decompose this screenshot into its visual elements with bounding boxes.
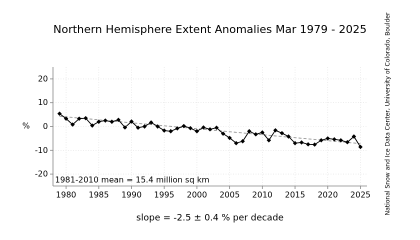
data-point: [305, 142, 311, 147]
x-tick-label: 1990: [121, 191, 141, 200]
data-point: [273, 128, 278, 133]
data-point: [345, 140, 350, 145]
data-point: [292, 140, 298, 146]
data-point: [57, 111, 62, 116]
data-point: [358, 144, 363, 150]
data-point: [181, 123, 187, 129]
data-point: [83, 115, 88, 121]
data-point: [286, 134, 291, 139]
y-tick-label: 10: [38, 98, 48, 107]
data-point: [70, 122, 75, 127]
data-point: [266, 138, 272, 143]
annotation: 1981-2010 mean = 15.4 million sq km: [55, 176, 210, 185]
data-point: [332, 137, 337, 142]
data-point: [122, 125, 128, 130]
x-tick-label: 1995: [154, 191, 174, 200]
data-point: [194, 129, 200, 134]
data-point: [142, 124, 147, 129]
source-text: National Snow and Ice Data Center, Unive…: [385, 12, 392, 215]
data-point: [116, 117, 121, 123]
data-point: [312, 142, 317, 147]
data-point: [247, 129, 252, 134]
data-point: [135, 125, 141, 130]
x-tick-label: 2020: [318, 191, 338, 200]
data-point: [175, 126, 180, 131]
data-point: [233, 140, 239, 146]
data-point: [63, 116, 69, 121]
data-point: [338, 138, 344, 143]
data-point: [148, 120, 154, 125]
data-point: [227, 135, 232, 141]
x-tick-label: 2000: [187, 191, 207, 200]
data-point: [279, 130, 285, 136]
data-point: [351, 134, 357, 139]
data-point: [319, 138, 324, 143]
data-point: [76, 116, 82, 121]
y-tick-label: -20: [35, 170, 48, 179]
x-tick-label: 2005: [219, 191, 239, 200]
chart-title: Northern Hemisphere Extent Anomalies Mar…: [53, 23, 366, 36]
data-point: [96, 119, 101, 124]
data-point: [201, 125, 206, 130]
data-point: [240, 139, 245, 144]
data-point: [220, 131, 226, 136]
footer-text: slope = -2.5 ± 0.4 % per decade: [136, 214, 284, 224]
y-tick-label: 0: [43, 122, 48, 131]
x-tick-label: 1980: [56, 191, 76, 200]
data-point: [103, 118, 108, 123]
data-point: [214, 125, 219, 130]
data-point: [207, 127, 213, 132]
data-point: [188, 125, 193, 131]
data-point: [168, 129, 173, 134]
x-tick-label: 1985: [89, 191, 109, 200]
data-point: [90, 123, 95, 128]
data-point: [260, 130, 265, 135]
x-tick-label: 2010: [252, 191, 272, 200]
data-point: [299, 140, 304, 145]
y-tick-label: -10: [35, 146, 48, 155]
x-tick-label: 2015: [285, 191, 305, 200]
data-point: [253, 132, 258, 137]
data-point: [129, 119, 134, 124]
y-axis-label: %: [22, 122, 30, 131]
data-point: [109, 119, 115, 124]
data-point: [325, 136, 330, 141]
data-point: [162, 128, 167, 133]
y-tick-label: 20: [38, 74, 48, 83]
data-point: [155, 124, 160, 129]
x-tick-label: 2025: [350, 191, 370, 200]
